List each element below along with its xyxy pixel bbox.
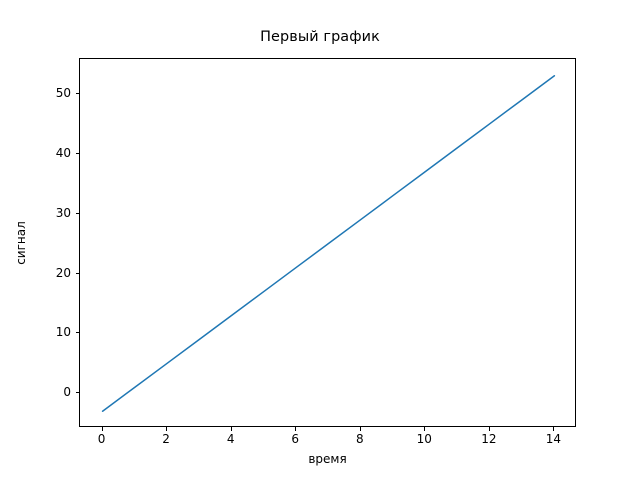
y-tick-mark [75,212,79,214]
y-tick-mark [75,272,79,274]
x-tick-label: 4 [226,432,235,446]
x-tick-mark [553,427,555,431]
y-tick-mark [75,332,79,334]
x-tick-label: 0 [97,432,106,446]
plot-axes-area [79,58,576,427]
x-tick-mark [424,427,426,431]
y-axis-label: сигнал [14,220,28,265]
y-tick-label: 40 [55,145,71,160]
y-tick-mark [75,92,79,94]
plot-line-svg [101,75,556,412]
data-line-signal [101,75,556,412]
y-tick-mark [75,152,79,154]
x-tick-label: 6 [291,432,300,446]
x-tick-mark [359,427,361,431]
x-tick-label: 10 [416,432,432,446]
y-tick-label: 50 [55,85,71,100]
x-axis-label: время [308,452,347,466]
x-tick-mark [101,427,103,431]
y-tick-label: 20 [55,265,71,280]
x-tick-mark [230,427,232,431]
y-axis-label-container: сигнал [14,58,28,427]
x-tick-label: 14 [545,432,562,446]
chart-title: Первый график [260,29,380,45]
x-tick-label: 8 [355,432,364,446]
x-tick-label: 2 [162,432,170,446]
y-tick-label: 0 [63,385,71,400]
x-tick-mark [295,427,297,431]
y-tick-label: 30 [55,205,71,220]
y-tick-label: 10 [55,325,71,340]
x-tick-label: 12 [481,432,497,446]
x-tick-mark [166,427,168,431]
y-tick-mark [75,392,79,394]
x-tick-mark [488,427,490,431]
